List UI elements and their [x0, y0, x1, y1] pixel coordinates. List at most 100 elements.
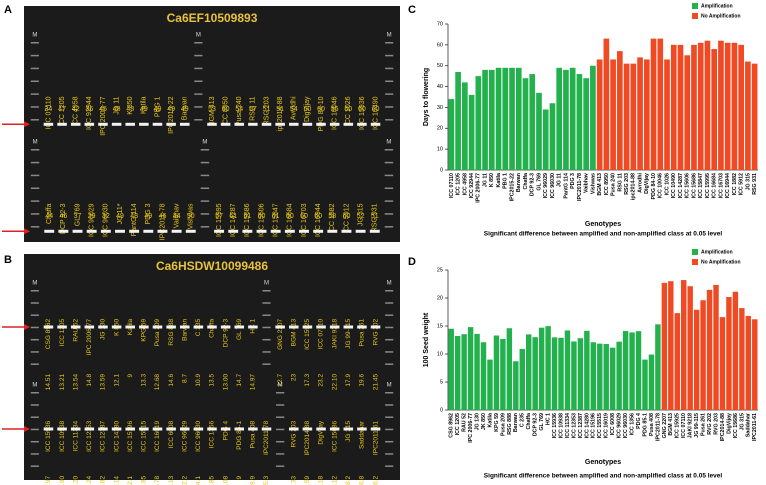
x-tick-label: RVG 203 — [713, 413, 719, 435]
gel-band — [125, 427, 135, 431]
bar — [642, 359, 648, 410]
bar — [664, 59, 670, 171]
ladder-band — [262, 302, 271, 304]
gel-band — [58, 229, 69, 233]
y-tick-label: 25 — [437, 267, 443, 273]
y-tick-label: 50 — [437, 63, 443, 69]
lane-value: 10.9 — [195, 374, 202, 387]
lane-label: ICC 16703 — [301, 203, 308, 237]
lane-value: 13.3 — [141, 374, 148, 387]
bar — [674, 313, 680, 410]
gel-band — [193, 325, 204, 329]
x-tick-label: Barwan — [516, 173, 522, 192]
y-tick-label: 40 — [437, 84, 443, 90]
lane-value: 61 — [272, 213, 280, 220]
lane-label: ICC 8950 — [222, 96, 229, 126]
marker-label: M — [33, 140, 38, 146]
gel-band — [84, 325, 95, 329]
ladder-band — [30, 149, 40, 151]
gel-band — [343, 427, 354, 431]
gel-band — [125, 122, 135, 126]
bar — [643, 59, 650, 171]
x-tick-label: PDG 84-10 — [651, 173, 657, 200]
bar — [462, 82, 468, 170]
bar — [630, 63, 637, 170]
ladder-band — [385, 392, 394, 394]
ladder-band — [384, 213, 394, 215]
lane-value: 60 — [304, 106, 312, 113]
gel-band — [234, 325, 245, 329]
lane-value: 58 — [328, 213, 336, 220]
bar — [448, 328, 454, 410]
gel-band — [98, 427, 108, 431]
lane-label: JG 99-115 — [345, 318, 352, 348]
ladder-band — [385, 338, 394, 341]
bar — [650, 38, 657, 170]
legend-label: No Amplification — [701, 13, 741, 19]
ladder-band — [385, 106, 394, 108]
lane-value: 23.2 — [318, 374, 325, 387]
x-tick-label: ICC 5912 — [739, 173, 745, 195]
x-tick-label: ICC 07110 — [681, 413, 687, 438]
lane-value: 16.59 — [304, 476, 311, 485]
lane-value: 45 — [99, 106, 107, 113]
lane-value: 60 — [343, 213, 351, 220]
ladder-band — [30, 314, 39, 316]
gel-band — [84, 122, 95, 126]
x-tick-label: ICC 10046 — [658, 173, 664, 198]
x-tick-label: ICC 15686 — [691, 173, 697, 198]
gel-band — [234, 122, 245, 126]
bar — [564, 330, 571, 410]
gel-band — [248, 122, 258, 126]
bar — [724, 42, 731, 171]
ladder-band — [262, 351, 271, 353]
lane-label: ICC 10490 — [372, 96, 379, 130]
x-tick-label: RSG 888 — [507, 413, 513, 435]
gel-band — [43, 325, 54, 329]
gel-band — [369, 229, 380, 233]
ladder-band — [194, 106, 203, 108]
lane-value: 47 — [58, 106, 66, 113]
lane-label: KPG 59 — [141, 318, 148, 341]
bar — [461, 334, 467, 410]
ladder-band — [194, 54, 203, 57]
lane-value: 12.2 — [181, 476, 188, 485]
legend-label: Amplification — [701, 3, 733, 9]
lane-value: 55 — [331, 106, 339, 113]
gel-band — [70, 427, 81, 431]
lane-value: 14.97 — [250, 374, 257, 391]
lane-label: ICC 12387 — [100, 420, 107, 451]
ladder-band — [276, 392, 285, 394]
lane-label: ICC 15936 — [45, 420, 52, 451]
lane-value: 23 — [290, 374, 297, 382]
lane-label: RAU 52 — [72, 318, 79, 341]
x-tick-label: ICC 11334 — [565, 413, 571, 438]
ladder-band — [385, 351, 394, 353]
x-tick-label: DigVijay — [726, 413, 732, 434]
ladder-band — [30, 42, 39, 44]
lane-label: ICC 15196 — [127, 420, 134, 451]
y-tick-label: 0 — [440, 167, 443, 173]
lane-value: 12.97 — [45, 476, 52, 485]
lane-value: 14.14 — [113, 476, 120, 485]
x-tick-label: RSG 931 — [752, 173, 758, 195]
lane-label: GL 769 — [74, 203, 81, 226]
bar — [617, 51, 623, 170]
lane-label: ICC 14287 — [230, 203, 237, 237]
gel-band — [313, 229, 324, 233]
x-tick-label: Pusa 240 — [611, 173, 617, 196]
arrow-head — [24, 228, 30, 235]
lane-label: ICC 10046 — [332, 96, 339, 130]
bar — [542, 109, 549, 170]
ladder-band — [276, 404, 285, 406]
y-tick-label: 5 — [440, 379, 443, 385]
lane-label: ICC 1356 — [209, 420, 216, 448]
panel-label: B — [4, 254, 12, 266]
lane-value: 52 — [357, 213, 365, 220]
ladder-band — [30, 161, 40, 164]
bar — [532, 337, 538, 410]
lane-value: 60 — [314, 213, 322, 220]
lane-value: 60 — [300, 213, 308, 220]
x-tick-label: Vishwas — [590, 173, 596, 194]
lane-label: PDG 3 — [145, 203, 152, 224]
